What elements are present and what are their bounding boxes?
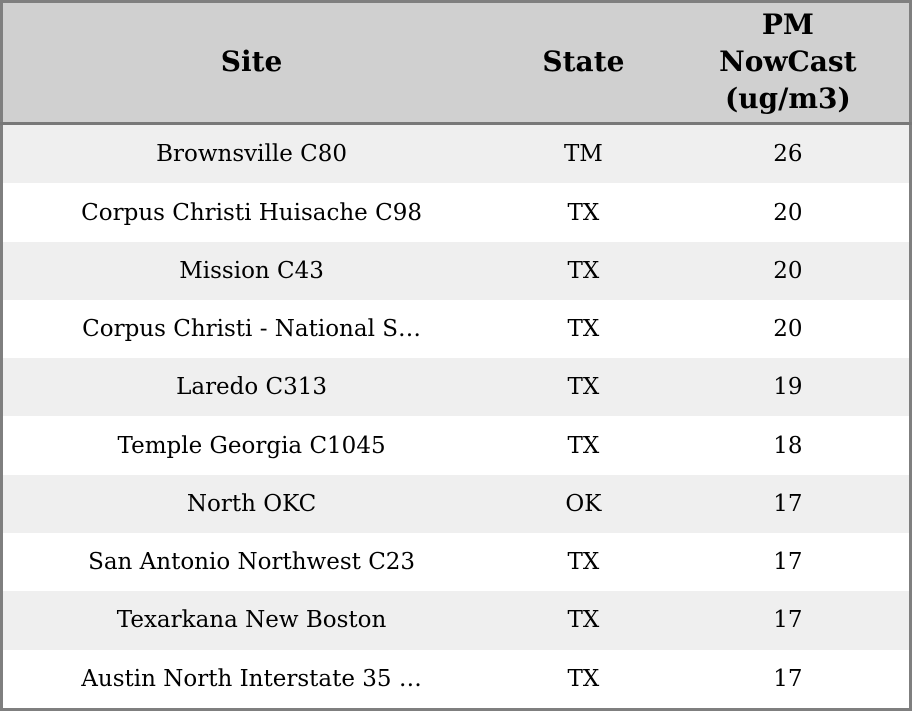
table-row: San Antonio Northwest C23 TX 17 xyxy=(1,533,911,592)
pm-nowcast-cell: 18 xyxy=(666,416,911,475)
pm-nowcast-cell: 20 xyxy=(666,241,911,300)
state-cell: TX xyxy=(500,241,667,300)
pm-nowcast-cell: 20 xyxy=(666,299,911,359)
site-cell: Laredo C313 xyxy=(1,358,501,417)
state-cell: TX xyxy=(500,299,667,359)
state-cell: TX xyxy=(500,416,667,475)
pm-nowcast-cell: 17 xyxy=(666,649,911,710)
pm-nowcast-cell: 17 xyxy=(666,533,911,592)
state-cell: TX xyxy=(500,533,667,592)
site-cell: Corpus Christi - National S… xyxy=(1,299,501,359)
site-cell: Brownsville C80 xyxy=(1,123,501,184)
table-body: Brownsville C80 TM 26 Corpus Christi Hui… xyxy=(1,123,911,710)
pm-nowcast-cell: 19 xyxy=(666,358,911,417)
site-cell: San Antonio Northwest C23 xyxy=(1,533,501,592)
site-cell: Corpus Christi Huisache C98 xyxy=(1,183,501,242)
table-row: Mission C43 TX 20 xyxy=(1,241,911,300)
column-header-pm-nowcast: PM NowCast (ug/m3) xyxy=(666,1,911,125)
site-cell: Austin North Interstate 35 … xyxy=(1,649,501,710)
table-row: Temple Georgia C1045 TX 18 xyxy=(1,416,911,475)
table-row: Brownsville C80 TM 26 xyxy=(1,123,911,184)
state-cell: TX xyxy=(500,591,667,650)
pm-nowcast-cell: 17 xyxy=(666,591,911,650)
state-cell: TX xyxy=(500,649,667,710)
table-row: Corpus Christi - National S… TX 20 xyxy=(1,299,911,359)
table-row: Austin North Interstate 35 … TX 17 xyxy=(1,649,911,710)
site-cell: North OKC xyxy=(1,474,501,534)
state-cell: OK xyxy=(500,474,667,534)
state-cell: TM xyxy=(500,123,667,184)
pm-nowcast-cell: 26 xyxy=(666,123,911,184)
column-header-site: Site xyxy=(1,1,501,125)
column-header-state: State xyxy=(500,1,667,125)
header-row: Site State PM NowCast (ug/m3) xyxy=(1,1,911,125)
table-row: North OKC OK 17 xyxy=(1,474,911,534)
pm-nowcast-cell: 17 xyxy=(666,474,911,534)
site-cell: Temple Georgia C1045 xyxy=(1,416,501,475)
site-cell: Texarkana New Boston xyxy=(1,591,501,650)
table-row: Corpus Christi Huisache C98 TX 20 xyxy=(1,183,911,242)
table-header: Site State PM NowCast (ug/m3) xyxy=(1,1,911,125)
pm-nowcast-cell: 20 xyxy=(666,183,911,242)
site-cell: Mission C43 xyxy=(1,241,501,300)
state-cell: TX xyxy=(500,358,667,417)
table-row: Laredo C313 TX 19 xyxy=(1,358,911,417)
table-row: Texarkana New Boston TX 17 xyxy=(1,591,911,650)
state-cell: TX xyxy=(500,183,667,242)
